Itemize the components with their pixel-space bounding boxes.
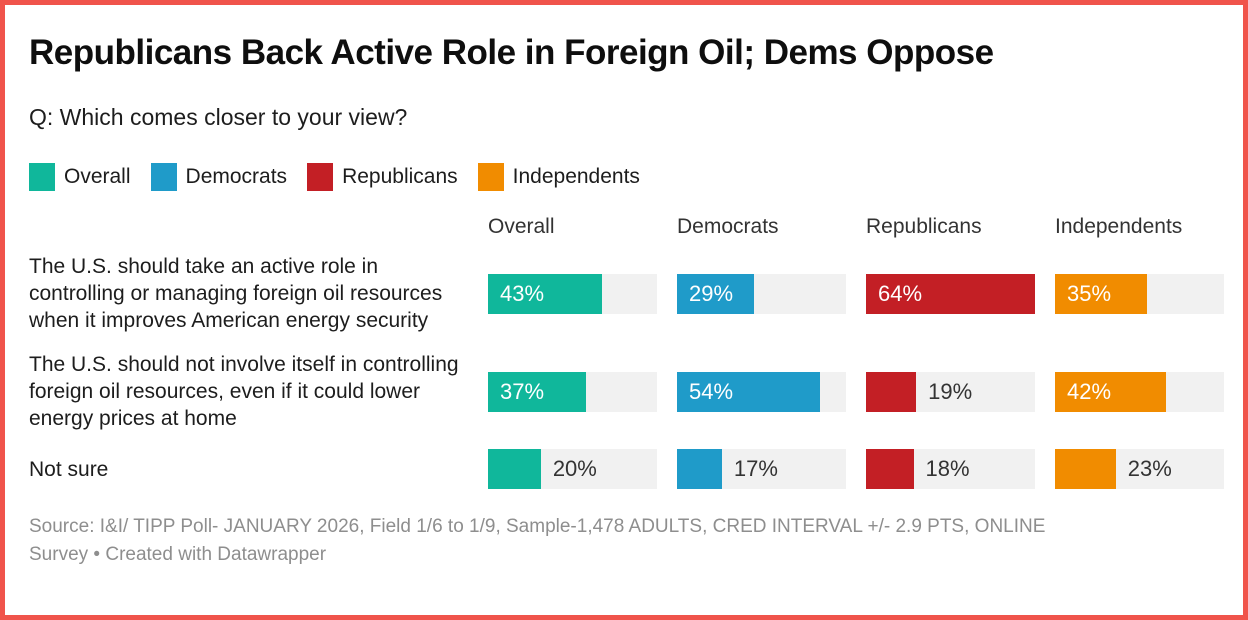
legend-swatch-independents: [477, 163, 504, 192]
bar-track: 42%: [1055, 371, 1224, 412]
legend-swatch-democrats: [150, 163, 177, 192]
bar-cell: 20%: [488, 449, 657, 490]
legend-item-overall: Overall: [29, 163, 131, 192]
bar-track: 29%: [677, 273, 846, 314]
source-line: Source: I&I/ TIPP Poll- JANUARY 2026, Fi…: [29, 513, 1225, 569]
column-header-overall: Overall: [488, 215, 555, 239]
bar-cell: 35%: [1055, 273, 1224, 314]
legend-label-democrats: Democrats: [185, 165, 288, 189]
legend-item-republicans: Republicans: [307, 163, 458, 192]
bar: [677, 449, 722, 490]
bar: [1055, 273, 1148, 314]
bar-cell: 29%: [677, 273, 846, 314]
row-label: The U.S. should not involve itself in co…: [29, 353, 459, 431]
bar-value-label: 64%: [878, 280, 923, 306]
row-label: The U.S. should take an active role in c…: [29, 255, 443, 333]
legend-label-independents: Independents: [512, 165, 640, 189]
bar-value-label: 35%: [1067, 280, 1112, 306]
bar-cell: 43%: [488, 273, 657, 314]
column-header-independents: Independents: [1055, 215, 1183, 239]
bar-cell: 64%: [866, 273, 1035, 314]
bar: [677, 273, 754, 314]
bar-value-label: 19%: [928, 378, 973, 404]
legend-label-republicans: Republicans: [342, 165, 458, 189]
bar-cell: 42%: [1055, 371, 1224, 412]
bar-cell: 17%: [677, 449, 846, 490]
bar-value-label: 18%: [925, 456, 970, 482]
bar-track: 35%: [1055, 273, 1224, 314]
bar: [488, 371, 586, 412]
bar-value-label: 29%: [689, 280, 734, 306]
bar-cell: 37%: [488, 371, 657, 412]
bar: [488, 273, 602, 314]
bar: [1055, 371, 1166, 412]
bar-track: 43%: [488, 273, 657, 314]
bar-track: 17%: [677, 449, 846, 490]
source-line-2: Survey • Created with Datawrapper: [29, 544, 327, 566]
legend-item-independents: Independents: [477, 163, 640, 192]
column-header-republicans: Republicans: [866, 215, 982, 239]
column-headers: Overall Democrats Republicans Independen…: [29, 215, 1225, 239]
legend-label-overall: Overall: [64, 165, 131, 189]
bar: [866, 273, 1035, 314]
bar-track: 37%: [488, 371, 657, 412]
bar-cell: 54%: [677, 371, 846, 412]
bar-track: 19%: [866, 371, 1035, 412]
bar-value-label: 42%: [1067, 378, 1112, 404]
legend: Overall Democrats Republicans Independen…: [29, 163, 1225, 192]
bar-table: Overall Democrats Republicans Independen…: [29, 215, 1225, 490]
bar: [866, 449, 914, 490]
bar-table-body: The U.S. should take an active role in c…: [29, 253, 1225, 490]
bar-value-label: 23%: [1127, 456, 1172, 482]
bar-value-label: 20%: [552, 456, 597, 482]
bar: [488, 449, 541, 490]
row-label: Not sure: [29, 457, 109, 481]
bar-value-label: 17%: [733, 456, 778, 482]
legend-swatch-overall: [29, 163, 55, 192]
bar-value-label: 43%: [500, 280, 545, 306]
bar-track: 18%: [866, 449, 1035, 490]
bar-value-label: 37%: [500, 378, 545, 404]
table-row: Not sure 20% 17% 18% 23%: [29, 449, 1225, 490]
bar-track: 20%: [488, 449, 657, 490]
bar: [677, 371, 820, 412]
bar-cell: 18%: [866, 449, 1035, 490]
column-header-democrats: Democrats: [677, 215, 779, 239]
bar-track: 54%: [677, 371, 846, 412]
chart-title: Republicans Back Active Role in Foreign …: [29, 33, 994, 72]
bar-track: 64%: [866, 273, 1035, 314]
bar: [1055, 449, 1116, 490]
bar-cell: 23%: [1055, 449, 1224, 490]
table-row: The U.S. should take an active role in c…: [29, 253, 1225, 334]
table-row: The U.S. should not involve itself in co…: [29, 351, 1225, 432]
bar-value-label: 54%: [689, 378, 734, 404]
source-line-1: Source: I&I/ TIPP Poll- JANUARY 2026, Fi…: [29, 516, 1046, 538]
legend-swatch-republicans: [307, 163, 334, 192]
bar: [866, 371, 917, 412]
legend-item-democrats: Democrats: [150, 163, 288, 192]
chart-subtitle: Q: Which comes closer to your view?: [29, 104, 408, 131]
bar-cell: 19%: [866, 371, 1035, 412]
bar-track: 23%: [1055, 449, 1224, 490]
